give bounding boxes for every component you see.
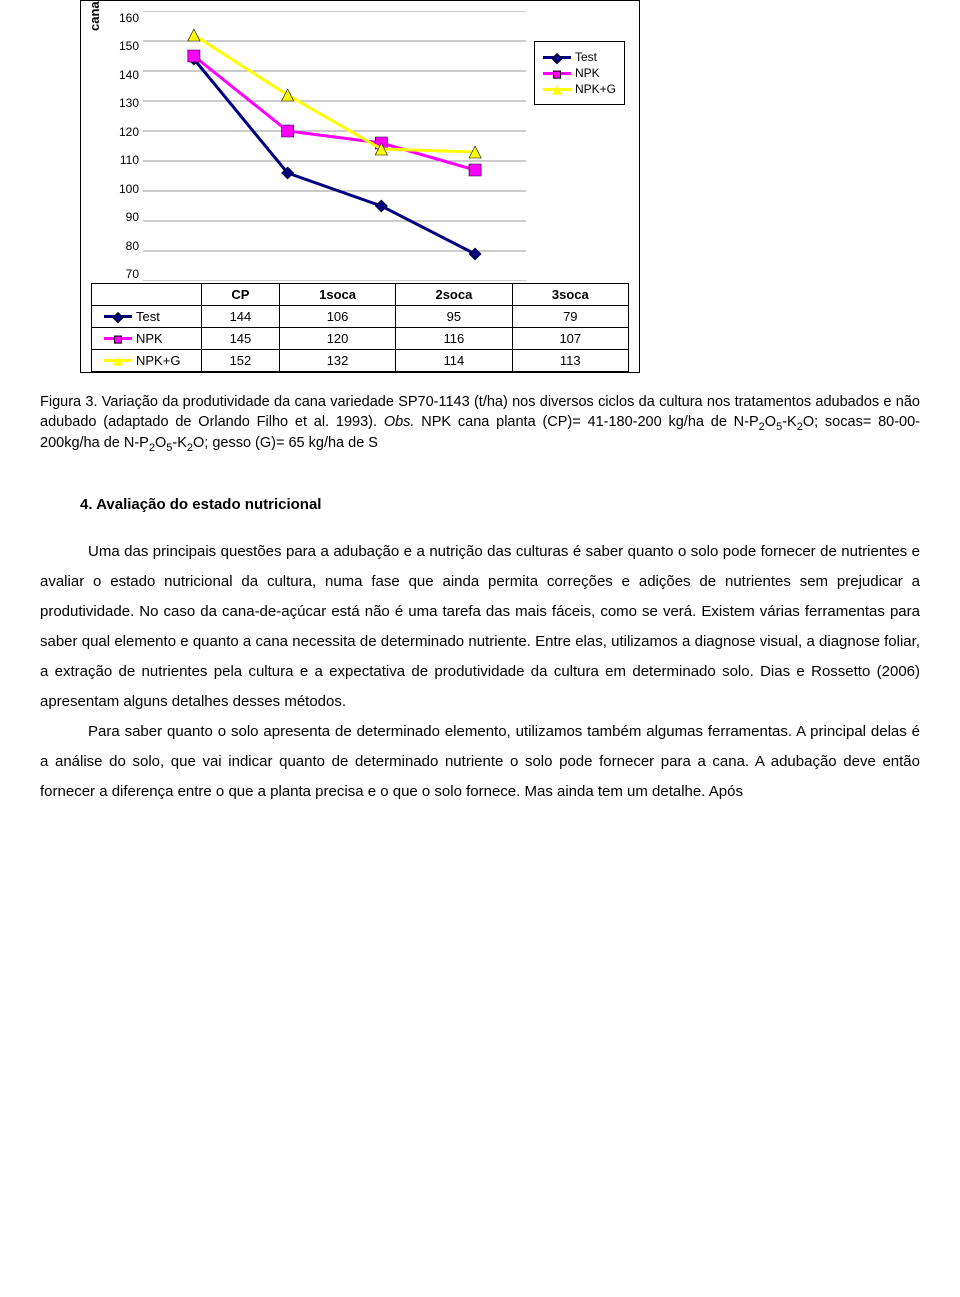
data-table: CP 1soca 2soca 3soca Test 144 106 95 79 xyxy=(91,283,629,372)
y-tick: 90 xyxy=(126,210,139,224)
legend-line-icon xyxy=(543,88,571,91)
table-header: 1soca xyxy=(279,284,395,306)
series-name: NPK xyxy=(136,331,163,346)
legend-item: NPK xyxy=(543,66,616,80)
cell: 120 xyxy=(279,328,395,350)
y-tick: 130 xyxy=(119,96,139,110)
y-axis-label: cana (t/ha) xyxy=(87,0,102,31)
legend-line-icon xyxy=(543,56,571,59)
caption-text: -K xyxy=(172,435,187,451)
legend-line-icon xyxy=(543,72,571,75)
cell: 95 xyxy=(396,306,512,328)
cell: 132 xyxy=(279,350,395,372)
paragraph: Uma das principais questões para a aduba… xyxy=(40,537,920,717)
series-name-cell: Test xyxy=(96,309,197,324)
cell: 116 xyxy=(396,328,512,350)
square-icon xyxy=(114,336,122,344)
series-name: Test xyxy=(136,309,160,324)
cell: 145 xyxy=(202,328,280,350)
triangle-icon xyxy=(113,357,123,366)
legend-label: Test xyxy=(575,50,597,64)
y-tick: 150 xyxy=(119,39,139,53)
square-icon xyxy=(553,70,561,78)
legend-label: NPK xyxy=(575,66,600,80)
figure-label: Figura 3. xyxy=(40,394,98,410)
legend-item: NPK+G xyxy=(543,82,616,96)
legend: Test NPK NPK+G xyxy=(534,41,625,105)
legend-label: NPK+G xyxy=(575,82,616,96)
caption-text: O; gesso (G)= 65 kg/ha de S xyxy=(193,435,378,451)
triangle-icon xyxy=(552,85,562,94)
legend-item: Test xyxy=(543,50,616,64)
legend-line-icon xyxy=(104,315,132,318)
section-heading: 4. Avaliação do estado nutricional xyxy=(80,496,920,513)
y-tick: 80 xyxy=(126,239,139,253)
y-tick: 70 xyxy=(126,267,139,281)
y-tick: 140 xyxy=(119,68,139,82)
table-header: CP xyxy=(202,284,280,306)
table-row: NPK+G 152 132 114 113 xyxy=(92,350,629,372)
table-row: NPK 145 120 116 107 xyxy=(92,328,629,350)
caption-text: -K xyxy=(782,414,797,430)
legend-line-icon xyxy=(104,337,132,340)
series-name-cell: NPK+G xyxy=(96,353,197,368)
cell: 113 xyxy=(512,350,628,372)
figure-caption: Figura 3. Variação da produtividade da c… xyxy=(40,393,920,456)
caption-text: O xyxy=(765,414,776,430)
paragraph: Para saber quanto o solo apresenta de de… xyxy=(40,717,920,807)
series-name-cell: NPK xyxy=(96,331,197,346)
cell: 144 xyxy=(202,306,280,328)
body-text: Uma das principais questões para a aduba… xyxy=(40,537,920,807)
caption-text: NPK cana planta (CP)= 41-180-200 kg/ha d… xyxy=(414,414,758,430)
legend-line-icon xyxy=(104,359,132,362)
cell: 79 xyxy=(512,306,628,328)
diamond-icon xyxy=(112,312,123,323)
table-corner xyxy=(92,284,202,306)
y-tick: 110 xyxy=(120,153,139,167)
table-header-row: CP 1soca 2soca 3soca xyxy=(92,284,629,306)
table-header: 3soca xyxy=(512,284,628,306)
plot-area xyxy=(143,11,526,281)
table-row: Test 144 106 95 79 xyxy=(92,306,629,328)
caption-text: O xyxy=(155,435,166,451)
cell: 107 xyxy=(512,328,628,350)
y-tick: 160 xyxy=(119,11,139,25)
chart-container: cana (t/ha) 160 150 140 130 120 110 100 … xyxy=(80,0,640,373)
cell: 114 xyxy=(396,350,512,372)
cell: 152 xyxy=(202,350,280,372)
y-tick: 100 xyxy=(119,182,139,196)
diamond-icon xyxy=(551,52,562,63)
table-header: 2soca xyxy=(396,284,512,306)
y-tick: 120 xyxy=(119,125,139,139)
obs-label: Obs. xyxy=(384,414,415,430)
y-ticks: 160 150 140 130 120 110 100 90 80 70 xyxy=(119,11,143,281)
series-name: NPK+G xyxy=(136,353,180,368)
cell: 106 xyxy=(279,306,395,328)
